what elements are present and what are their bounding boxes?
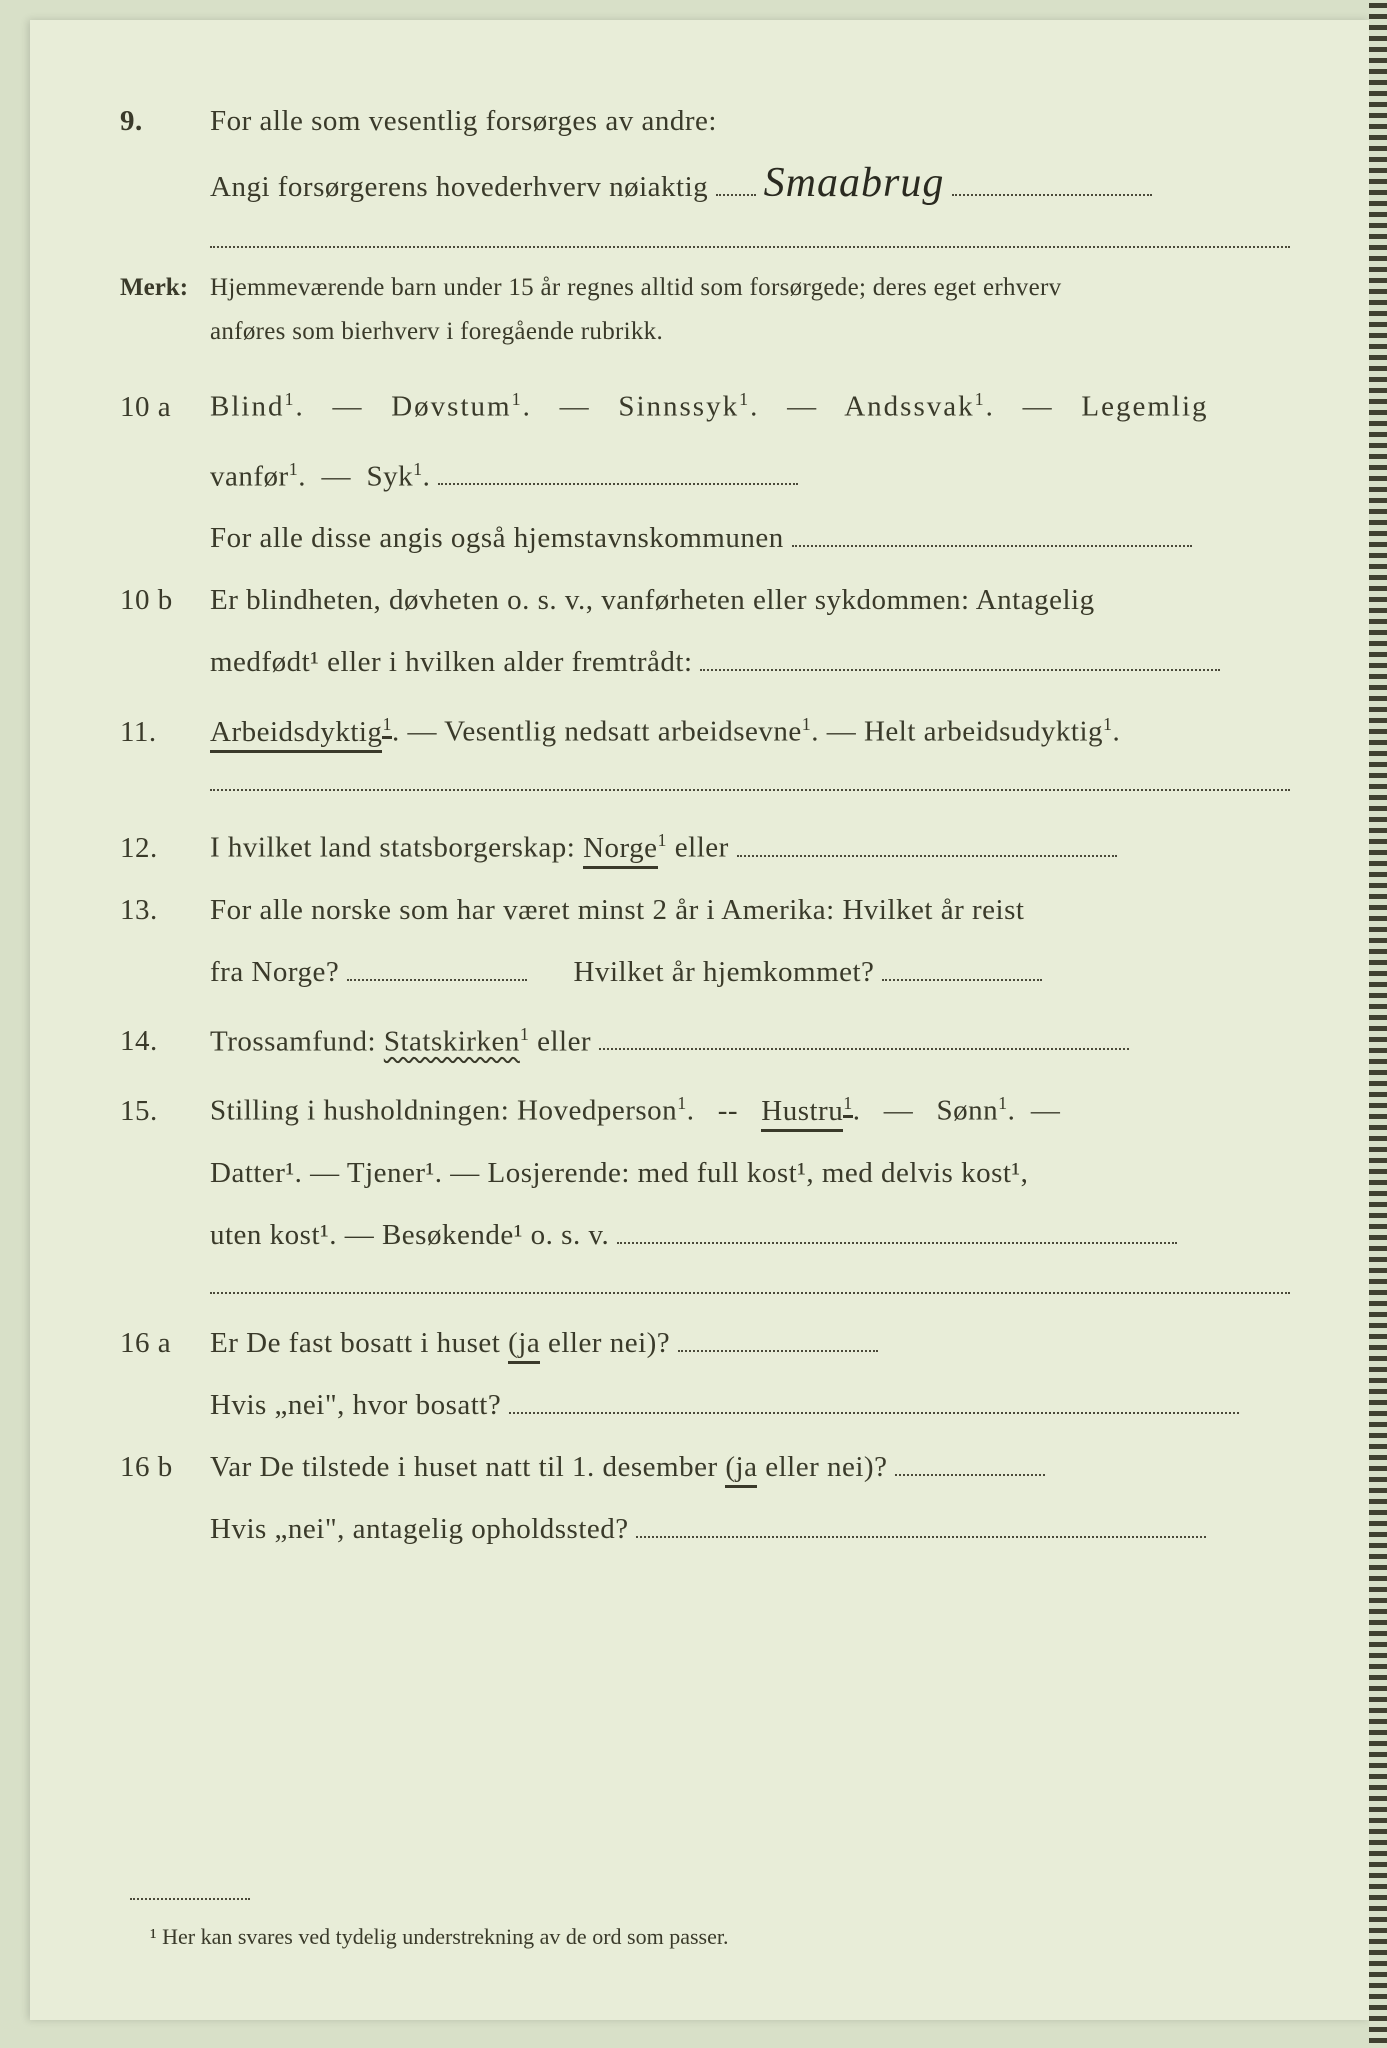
- q10a-number: 10 a: [120, 376, 210, 438]
- merk-note: Merk: Hjemmeværende barn under 15 år reg…: [120, 266, 1290, 354]
- q16a-line1: 16 a Er De fast bosatt i huset (ja eller…: [120, 1312, 1290, 1374]
- q13-number: 13.: [120, 879, 210, 941]
- q13-line1: 13. For alle norske som har været minst …: [120, 879, 1290, 941]
- q15-line2: Datter¹. — Tjener¹. — Losjerende: med fu…: [120, 1142, 1290, 1204]
- q10a-line3: For alle disse angis også hjemstavnskomm…: [120, 507, 1290, 569]
- q10b-text1: Er blindheten, døvheten o. s. v., vanfør…: [210, 569, 1290, 631]
- q9-number: 9.: [120, 90, 210, 152]
- q16b-number: 16 b: [120, 1436, 210, 1498]
- merk-label: Merk:: [120, 266, 210, 354]
- q10b-line2: medfødt¹ eller i hvilken alder fremtrådt…: [120, 631, 1290, 693]
- q11: 11. Arbeidsdyktig1. — Vesentlig nedsatt …: [120, 693, 1290, 763]
- q14: 14. Trossamfund: Statskirken1 eller: [120, 1003, 1290, 1073]
- q16a-line2: Hvis „nei", hvor bosatt?: [120, 1374, 1290, 1436]
- q14-selected: Statskirken: [384, 1025, 520, 1057]
- q10b-number: 10 b: [120, 569, 210, 631]
- q12-number: 12.: [120, 817, 210, 879]
- q16a-selected: (ja: [508, 1327, 540, 1364]
- q10a-line1: 10 a Blind1. — Døvstum1. — Sinnssyk1. — …: [120, 368, 1290, 438]
- q12-selected: Norge: [583, 832, 657, 869]
- q15-selected: Hustru: [761, 1095, 843, 1132]
- q9-line2: Angi forsørgerens hovederhverv nøiaktig …: [120, 152, 1290, 218]
- q16a-number: 16 a: [120, 1312, 210, 1374]
- q16b-line1: 16 b Var De tilstede i huset natt til 1.…: [120, 1436, 1290, 1498]
- q15-line3: uten kost¹. — Besøkende¹ o. s. v.: [120, 1204, 1290, 1266]
- perforated-edge: [1369, 0, 1387, 2048]
- merk-text-1: Hjemmeværende barn under 15 år regnes al…: [210, 274, 1061, 301]
- q12: 12. I hvilket land statsborgerskap: Norg…: [120, 809, 1290, 879]
- footnote: ¹ Her kan svares ved tydelig understrekn…: [150, 1924, 728, 1950]
- q11-number: 11.: [120, 701, 210, 763]
- document-page: 9. For alle som vesentlig forsørges av a…: [30, 20, 1370, 2020]
- q16b-line2: Hvis „nei", antagelig opholdssted?: [120, 1498, 1290, 1560]
- q9-label: Angi forsørgerens hovederhverv nøiaktig: [210, 171, 708, 203]
- q11-selected: Arbeidsdyktig: [210, 716, 382, 753]
- footnote-rule: [130, 1898, 250, 1900]
- divider: [210, 1274, 1290, 1294]
- q16b-selected: (ja: [725, 1451, 757, 1488]
- q10b-line1: 10 b Er blindheten, døvheten o. s. v., v…: [120, 569, 1290, 631]
- q13-text1: For alle norske som har været minst 2 år…: [210, 879, 1290, 941]
- q15-number: 15.: [120, 1080, 210, 1142]
- q9-text1: For alle som vesentlig forsørges av andr…: [210, 90, 1290, 152]
- q14-number: 14.: [120, 1010, 210, 1072]
- blank-line: [210, 218, 1290, 248]
- q13-line2: fra Norge? Hvilket år hjemkommet?: [120, 941, 1290, 1003]
- merk-text-2: anføres som bierhverv i foregående rubri…: [210, 318, 663, 345]
- q10a-line2: vanfør1. — Syk1.: [120, 438, 1290, 508]
- q15-line1: 15. Stilling i husholdningen: Hovedperso…: [120, 1072, 1290, 1142]
- q9-line1: 9. For alle som vesentlig forsørges av a…: [120, 90, 1290, 152]
- q9-handwritten-answer: Smaabrug: [764, 160, 945, 206]
- divider: [210, 771, 1290, 791]
- q15-text2: Datter¹. — Tjener¹. — Losjerende: med fu…: [210, 1142, 1290, 1204]
